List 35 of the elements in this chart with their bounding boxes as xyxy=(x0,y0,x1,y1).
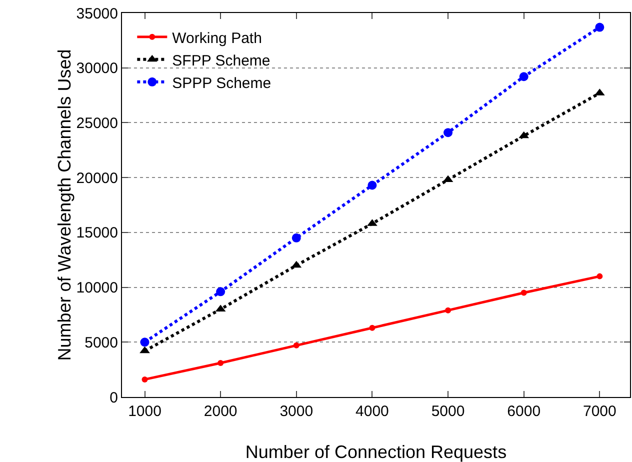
x-tick-label: 6000 xyxy=(507,403,541,420)
legend-label: SFPP Scheme xyxy=(172,52,270,70)
x-tick-label: 7000 xyxy=(582,403,616,420)
point xyxy=(596,273,603,280)
point xyxy=(369,324,376,331)
legend-label: SPPP Scheme xyxy=(172,74,272,92)
point xyxy=(520,290,527,296)
point xyxy=(293,342,300,348)
point xyxy=(218,360,224,366)
point xyxy=(444,128,453,138)
point xyxy=(445,307,452,314)
point xyxy=(140,346,150,354)
point xyxy=(595,22,604,32)
point xyxy=(142,376,148,382)
y-tick-label: 0 xyxy=(110,389,118,406)
point xyxy=(140,338,150,347)
y-tick-label: 25000 xyxy=(76,114,118,132)
y-tick-label: 20000 xyxy=(76,170,118,187)
x-tick-label: 5000 xyxy=(431,403,465,420)
x-tick-label: 1000 xyxy=(128,403,162,420)
y-tick-label: 30000 xyxy=(76,60,118,78)
y-tick-label: 5000 xyxy=(84,334,118,352)
point xyxy=(519,72,528,82)
x-tick-label: 2000 xyxy=(204,403,238,420)
y-tick-label: 35000 xyxy=(76,5,118,22)
legend-label: Working Path xyxy=(172,30,262,47)
y-axis-title: Number of Wavelength Channels Used xyxy=(54,49,74,361)
point xyxy=(216,287,226,296)
point xyxy=(292,233,301,242)
point xyxy=(368,180,377,190)
x-tick-label: 4000 xyxy=(356,403,389,420)
x-axis-title: Number of Connection Requests xyxy=(245,442,507,462)
y-tick-label: 15000 xyxy=(76,224,118,242)
y-tick-label: 10000 xyxy=(76,280,118,297)
x-tick-label: 3000 xyxy=(280,403,314,420)
